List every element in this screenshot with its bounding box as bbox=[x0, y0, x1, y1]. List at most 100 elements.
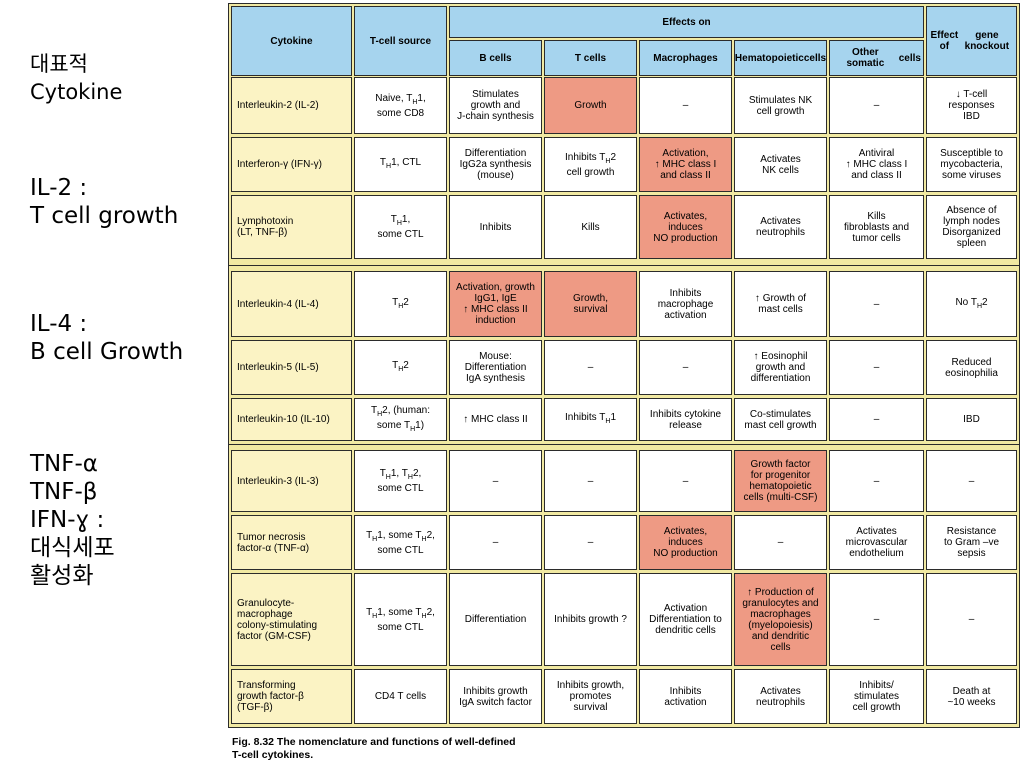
cell-other: Inhibits/stimulates cell growth bbox=[829, 669, 924, 724]
cell-line: Inhibits TH1 bbox=[564, 412, 616, 425]
side-note-il2: IL-2 : T cell growth bbox=[30, 174, 178, 230]
cell-text: Activates, induces NO production bbox=[653, 211, 717, 244]
cell-b: Stimulates growth and J-chain synthesis bbox=[449, 77, 542, 134]
side-note-il4: IL-4 : B cell Growth bbox=[30, 310, 183, 366]
cell-text: CD4 T cells bbox=[375, 691, 426, 702]
cell-line: cell growth bbox=[756, 105, 805, 117]
header-macrophages: Macrophages bbox=[639, 40, 732, 76]
cell-line: Susceptible to bbox=[940, 148, 1003, 159]
cell-text: Interleukin-2 (IL-2) bbox=[237, 100, 319, 111]
cell-line: – bbox=[682, 100, 689, 111]
cell-text: – bbox=[683, 476, 689, 487]
cell-text: Granulocyte-macrophage colony-stimulating… bbox=[237, 598, 317, 642]
cell-t: Kills bbox=[544, 195, 637, 259]
cell-line: J-chain synthesis bbox=[457, 111, 534, 122]
cell-line: survival bbox=[573, 304, 608, 315]
cell-line: to Gram –ve bbox=[943, 537, 1000, 548]
cell-text: Inhibits activation bbox=[664, 686, 706, 708]
cell-line: IgA synthesis bbox=[466, 373, 525, 384]
cell-line: some TH1) bbox=[376, 419, 425, 433]
header-b-cells-label: B cells bbox=[479, 52, 512, 64]
cell-other: Activates microvascular endothelium bbox=[829, 515, 924, 570]
cell-line: Kills bbox=[867, 210, 886, 222]
header-knockout-line-2: gene knockout bbox=[964, 30, 1010, 52]
cell-line: ↑ Eosinophil bbox=[753, 351, 808, 362]
cell-source: TH1, some TH2, some CTL bbox=[354, 573, 447, 666]
side-note-title: 대표적 Cytokine bbox=[30, 50, 122, 106]
cell-line: Activates bbox=[760, 153, 801, 165]
cell-line: TH1, some TH2, bbox=[366, 529, 435, 543]
cell-line: Interleukin-10 (IL-10) bbox=[237, 414, 330, 425]
cell-line: ↑ Growth of bbox=[754, 293, 807, 304]
cell-t: – bbox=[544, 515, 637, 570]
cell-line: induces bbox=[668, 221, 703, 233]
cell-other: – bbox=[829, 340, 924, 395]
cell-text: Inhibits growth, promotes survival bbox=[557, 680, 624, 713]
cell-line: Kills bbox=[581, 221, 600, 233]
cell-cytokine: Interleukin-10 (IL-10) bbox=[231, 398, 352, 441]
cell-text: – bbox=[874, 414, 880, 425]
cell-line: some CD8 bbox=[376, 107, 425, 119]
cell-line: mast cells bbox=[758, 304, 803, 315]
side-note-tnf-line-5: 활성화 bbox=[30, 563, 94, 589]
cell-text: Kills fibroblasts and tumor cells bbox=[844, 211, 909, 244]
cell-line: TH1, some TH2, bbox=[366, 606, 435, 620]
cell-text: – bbox=[588, 362, 594, 373]
cell-line: Activates bbox=[760, 216, 801, 227]
header-t-cells-label: T cells bbox=[574, 52, 607, 64]
header-hematopoietic: Hematopoietic cells bbox=[734, 40, 827, 76]
cell-line: Co-stimulates bbox=[749, 408, 812, 420]
cell-line: – bbox=[873, 614, 880, 625]
cell-line: for progenitor bbox=[750, 470, 811, 481]
cell-b: Activation, growth IgG1, IgE ↑ MHC class I… bbox=[449, 271, 542, 337]
cell-line: growth and bbox=[755, 362, 806, 373]
cell-line: Transforming bbox=[237, 680, 296, 691]
cell-text: – bbox=[683, 100, 689, 111]
cell-text: Activates NK cells bbox=[760, 154, 801, 176]
side-note-tnf-line-1: TNF-α bbox=[30, 451, 98, 477]
cell-other: – bbox=[829, 271, 924, 337]
cell-b: – bbox=[449, 450, 542, 512]
cell-text: Inhibits/stimulates cell growth bbox=[853, 680, 901, 713]
header-t-cells: T cells bbox=[544, 40, 637, 76]
cell-ko: No TH2 bbox=[926, 271, 1017, 337]
cell-line: IgG1, IgE bbox=[474, 293, 517, 304]
header-other-somatic: Other somatic cells bbox=[829, 40, 924, 76]
cell-source: CD4 T cells bbox=[354, 669, 447, 724]
cell-line: TH1, TH2, bbox=[379, 468, 422, 481]
cell-line: Differentiation bbox=[464, 362, 527, 373]
cell-text: Interleukin-10 (IL-10) bbox=[237, 414, 330, 425]
cell-ko: – bbox=[926, 450, 1017, 512]
cell-b: Differentiation bbox=[449, 573, 542, 666]
header-source-label: T-cell source bbox=[369, 35, 432, 47]
cell-line: (myelopoiesis) bbox=[748, 619, 813, 631]
cell-line: IgG2a synthesis bbox=[459, 159, 532, 170]
header-knockout: Effect of gene knockout bbox=[926, 6, 1017, 76]
cell-b: – bbox=[449, 515, 542, 570]
cell-text: – bbox=[874, 614, 880, 625]
cell-line: colony-stimulating bbox=[237, 619, 318, 631]
cell-text: – bbox=[683, 362, 689, 373]
cell-line: Resistance bbox=[946, 526, 997, 537]
cell-text: TH1, some TH2, some CTL bbox=[366, 530, 435, 556]
cell-line: factor-α (TNF-α) bbox=[237, 542, 310, 554]
cell-text: Kills bbox=[581, 222, 599, 233]
cell-mac: – bbox=[639, 450, 732, 512]
cell-text: Mouse: Differentiation IgA synthesis bbox=[465, 351, 527, 384]
cell-line: (LT, TNF-β) bbox=[237, 227, 288, 238]
cell-text: TH1, some CTL bbox=[377, 214, 423, 240]
cell-line: some CTL bbox=[377, 621, 424, 633]
cell-text: TH1, CTL bbox=[380, 157, 421, 172]
cell-line: some CTL bbox=[377, 483, 424, 494]
cell-text: Activation Differentiation to dendritic ce… bbox=[649, 603, 722, 636]
header-cytokine-label: Cytokine bbox=[270, 35, 313, 47]
cell-line: Inhibits cytokine bbox=[649, 408, 722, 420]
cell-line: neutrophils bbox=[756, 227, 805, 238]
cell-line: Inhibits growth bbox=[463, 685, 528, 697]
cell-line: Inhibits growth ? bbox=[554, 614, 627, 625]
cell-ko: Absence of lymph nodes Disorganized spleen bbox=[926, 195, 1017, 259]
cell-line: – bbox=[968, 614, 975, 625]
